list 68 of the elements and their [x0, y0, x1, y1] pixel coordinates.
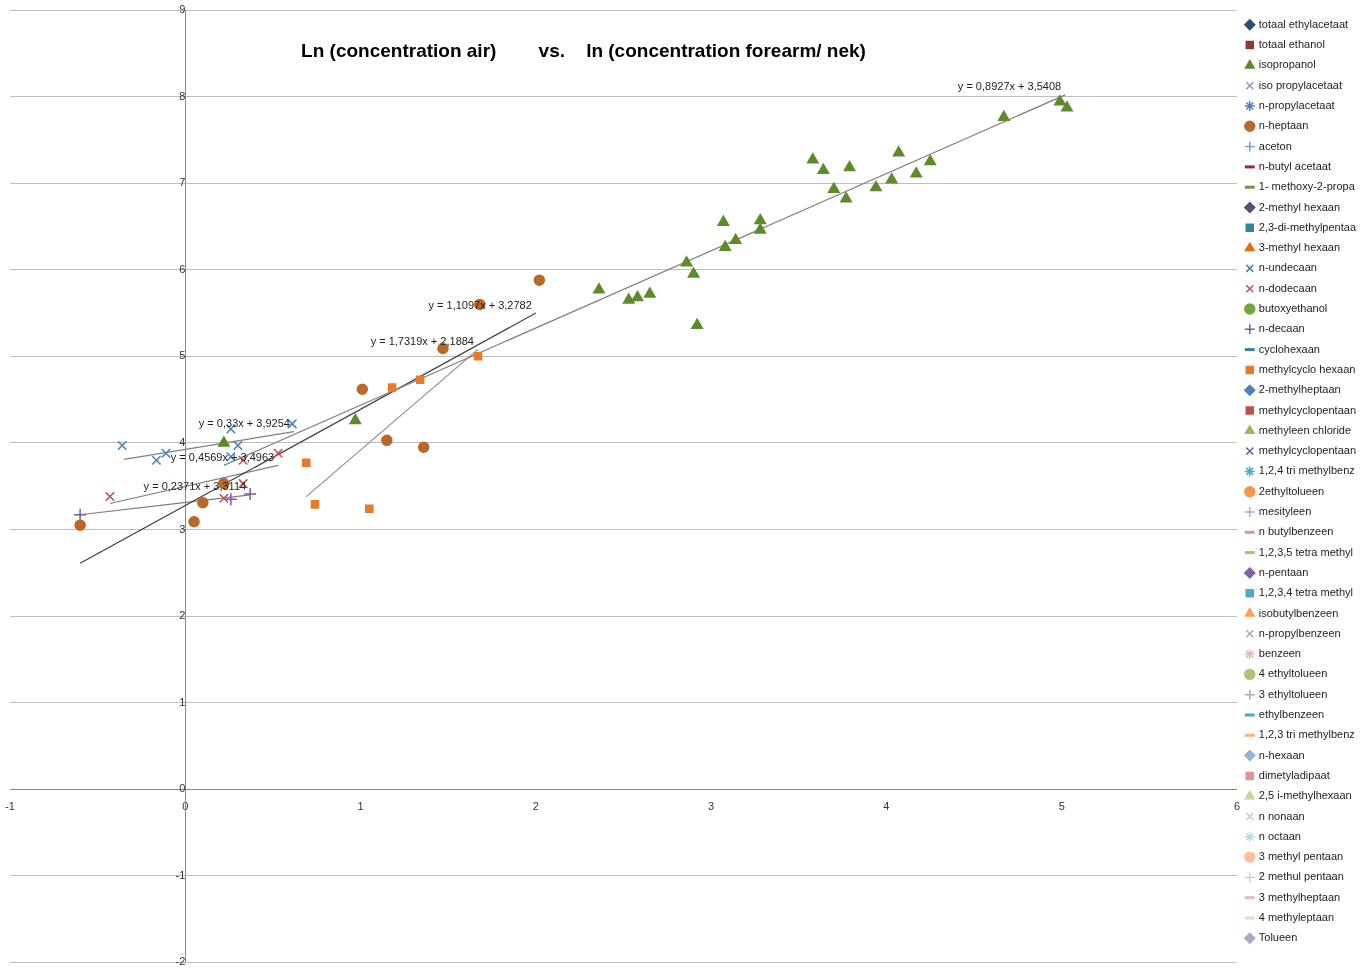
y-tick-label: 8 — [179, 89, 186, 102]
legend-label: totaal ethylacetaat — [1258, 17, 1349, 30]
legend-label: 3 methylheptaan — [1258, 890, 1341, 903]
y-tick-label: 9 — [179, 3, 186, 16]
legend-label: mesityleen — [1258, 505, 1312, 518]
annotation: y = 1,7319x + 2,1884 — [370, 334, 474, 347]
legend-label: n-pentaan — [1258, 565, 1309, 578]
legend-label: iso propylacetaat — [1258, 78, 1342, 91]
legend-label: methylcyclo hexaan — [1258, 362, 1356, 375]
legend-label: 2,5 i-methylhexaan — [1258, 789, 1352, 802]
legend-label: 1,2,3 tri methylbenz — [1258, 728, 1355, 741]
x-tick-label: -1 — [5, 799, 15, 812]
legend-label: aceton — [1258, 139, 1292, 152]
legend-label: 4 ethyltolueen — [1258, 667, 1328, 680]
legend-label: 2,3-di-methylpentaa — [1258, 220, 1357, 233]
legend-label: n-propylbenzeen — [1258, 626, 1341, 639]
legend-label: n-butyl acetaat — [1258, 159, 1331, 172]
y-tick-label: 5 — [179, 349, 186, 362]
legend-label: 2-methylheptaan — [1258, 383, 1341, 396]
legend-label: n-undecaan — [1258, 261, 1317, 274]
legend-label: 1,2,4 tri methylbenz — [1258, 464, 1355, 477]
legend-label: 2 methul pentaan — [1258, 870, 1344, 883]
text: Ln (concentration air) vs. ln (concentration forearm/ nek) — [301, 40, 866, 62]
legend-label: n-hexaan — [1258, 748, 1305, 761]
y-tick-label: 6 — [179, 262, 186, 275]
legend-label: totaal ethanol — [1258, 38, 1325, 51]
legend-label: n butylbenzeen — [1258, 525, 1334, 538]
legend-label: n octaan — [1258, 829, 1301, 842]
y-tick-label: 7 — [179, 176, 186, 189]
legend-label: 1,2,3,4 tetra methyl — [1258, 586, 1353, 599]
legend-label: n-heptaan — [1258, 119, 1309, 132]
y-tick-label: 4 — [179, 435, 186, 448]
annotation: y = 0,8927x + 3,5408 — [957, 80, 1062, 93]
legend-label: 1- methoxy-2-propa — [1258, 180, 1356, 193]
legend-label: 3 ethyltolueen — [1258, 687, 1328, 700]
y-tick-label: 2 — [179, 609, 186, 622]
legend-label: isopropanol — [1258, 58, 1316, 71]
y-tick-label: -1 — [175, 868, 186, 881]
legend-label: n-decaan — [1258, 322, 1305, 335]
x-tick-label: 2 — [532, 799, 539, 812]
legend-label: Tolueen — [1258, 931, 1298, 944]
legend-label: 4 methyleptaan — [1258, 911, 1334, 924]
legend-label: 3-methyl hexaan — [1258, 241, 1341, 254]
legend-label: methylcyclopentaan — [1258, 403, 1357, 416]
legend-label: 2ethyltolueen — [1258, 484, 1325, 497]
legend-label: butoxyethanol — [1258, 302, 1328, 315]
x-tick-label: 1 — [357, 799, 364, 812]
legend-label: n-dodecaan — [1258, 281, 1317, 294]
legend-label: cyclohexaan — [1258, 342, 1320, 355]
legend-label: 3 methyl pentaan — [1258, 850, 1344, 863]
x-tick-label: 3 — [708, 799, 715, 812]
legend-label: methylcyclopentaan — [1258, 444, 1357, 457]
y-tick-label: -2 — [175, 955, 186, 968]
x-tick-label: 5 — [1058, 799, 1065, 812]
legend-label: 1,2,3,5 tetra methyl — [1258, 545, 1353, 558]
x-tick-label: 4 — [883, 799, 890, 812]
legend-label: methyleen chloride — [1258, 423, 1352, 436]
legend-label: benzeen — [1258, 647, 1301, 660]
legend-label: ethylbenzeen — [1258, 708, 1325, 721]
legend-label: 2-methyl hexaan — [1258, 200, 1341, 213]
x-tick-label: 6 — [1233, 799, 1241, 812]
legend-label: n nonaan — [1258, 809, 1305, 822]
legend-label: isobutylbenzeen — [1258, 606, 1339, 619]
legend-label: n-propylacetaat — [1258, 99, 1335, 112]
legend-label: dimetyladipaat — [1258, 768, 1330, 781]
y-tick-label: 3 — [179, 522, 186, 535]
annotation: y = 0,33x + 3,9254 — [198, 417, 290, 430]
y-tick-label: 1 — [179, 695, 186, 708]
